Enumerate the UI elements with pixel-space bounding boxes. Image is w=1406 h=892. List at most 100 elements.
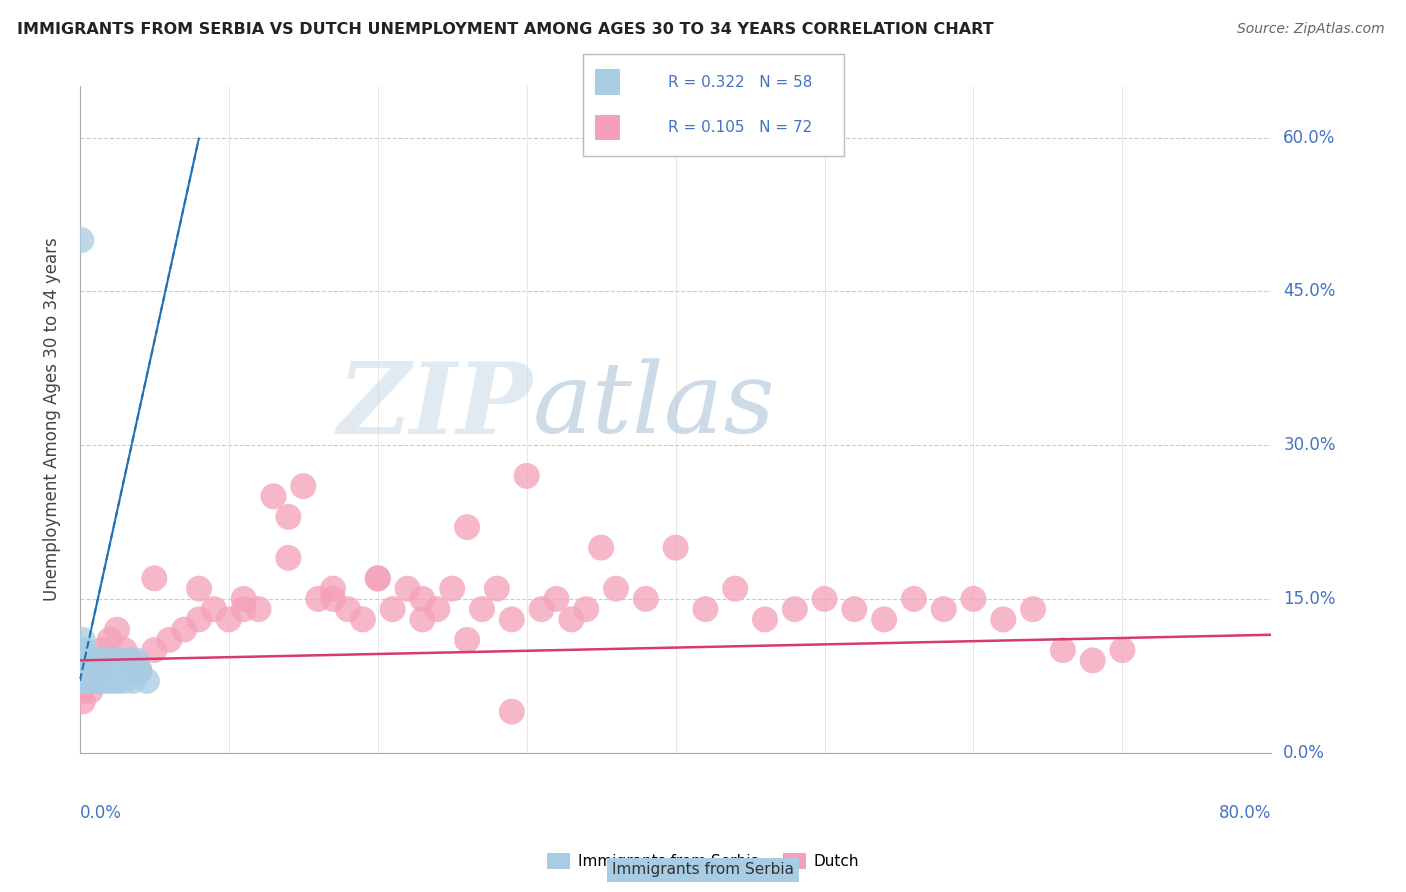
Point (530, 602, 553, 616)
Point (218, 612, 240, 626)
Point (84, 664, 107, 678)
Point (77, 664, 100, 678)
Point (87, 664, 110, 678)
Point (72, 673, 94, 688)
Point (75, 653, 97, 667)
Point (962, 591, 984, 606)
Text: 15.0%: 15.0% (1284, 590, 1336, 607)
Point (121, 653, 143, 667)
Point (70, 653, 93, 667)
Point (77, 664, 100, 678)
Point (107, 673, 129, 688)
Point (173, 623, 195, 637)
Point (105, 664, 128, 678)
Point (1052, 643, 1074, 657)
Point (82, 673, 104, 688)
Point (263, 489, 285, 503)
Y-axis label: Unemployment Among Ages 30 to 34 years: Unemployment Among Ages 30 to 34 years (44, 237, 60, 601)
Point (76, 673, 98, 688)
Point (91, 653, 114, 667)
Text: 80.0%: 80.0% (1219, 804, 1271, 822)
Point (82, 664, 104, 678)
Point (485, 582, 508, 596)
Point (105, 623, 128, 637)
Point (143, 571, 166, 585)
Point (75, 653, 97, 667)
Point (605, 582, 627, 596)
Point (188, 612, 211, 626)
Point (695, 602, 717, 616)
Point (322, 591, 344, 606)
Point (84, 673, 107, 688)
Text: 0.0%: 0.0% (80, 804, 122, 822)
Point (103, 673, 125, 688)
Point (396, 582, 419, 596)
Point (72, 653, 94, 667)
Point (1022, 602, 1045, 616)
Point (993, 612, 1015, 626)
Point (72, 632, 94, 647)
Point (79, 673, 101, 688)
Point (89, 653, 111, 667)
Point (89, 653, 111, 667)
Point (411, 591, 433, 606)
Text: R = 0.105   N = 72: R = 0.105 N = 72 (668, 120, 813, 135)
Point (110, 664, 132, 678)
Legend: Immigrants from Serbia, Dutch: Immigrants from Serbia, Dutch (541, 847, 865, 875)
Text: 0.0%: 0.0% (1284, 744, 1324, 762)
Point (77, 653, 100, 667)
Point (292, 479, 315, 493)
Text: ZIP: ZIP (337, 358, 533, 454)
Point (471, 602, 494, 616)
Point (1081, 653, 1104, 667)
Point (76, 673, 98, 688)
Point (73, 664, 96, 678)
Point (367, 571, 389, 585)
Point (202, 602, 225, 616)
Point (100, 653, 122, 667)
Point (903, 591, 925, 606)
Point (98, 673, 121, 688)
Point (501, 705, 523, 719)
Point (120, 664, 142, 678)
Point (79, 653, 101, 667)
Point (75, 653, 97, 667)
Point (456, 632, 478, 647)
Point (411, 612, 433, 626)
Point (247, 602, 270, 616)
Point (114, 643, 136, 657)
Point (73, 664, 96, 678)
Point (76, 673, 98, 688)
Point (80, 673, 103, 688)
Point (94, 673, 117, 688)
Text: 30.0%: 30.0% (1284, 436, 1336, 454)
Point (73, 673, 96, 688)
Point (104, 653, 127, 667)
Point (76, 664, 98, 678)
Point (634, 591, 657, 606)
Point (352, 612, 374, 626)
Point (277, 550, 299, 565)
Point (232, 591, 254, 606)
Point (754, 612, 776, 626)
Point (83, 653, 105, 667)
Point (665, 541, 688, 555)
Point (70, 684, 93, 698)
Point (73, 673, 96, 688)
Point (381, 602, 404, 616)
Text: IMMIGRANTS FROM SERBIA VS DUTCH UNEMPLOYMENT AMONG AGES 30 TO 34 YEARS CORRELATI: IMMIGRANTS FROM SERBIA VS DUTCH UNEMPLOY… (17, 22, 994, 37)
Point (560, 612, 582, 626)
Point (90, 673, 112, 688)
Point (1111, 643, 1133, 657)
Point (128, 664, 150, 678)
Point (128, 664, 150, 678)
Point (70, 664, 93, 678)
Point (70, 643, 93, 657)
Text: 45.0%: 45.0% (1284, 283, 1336, 301)
Point (783, 602, 806, 616)
Point (813, 591, 835, 606)
Text: Immigrants from Serbia: Immigrants from Serbia (612, 863, 794, 877)
Point (82, 664, 104, 678)
Point (591, 541, 613, 555)
Point (426, 602, 449, 616)
